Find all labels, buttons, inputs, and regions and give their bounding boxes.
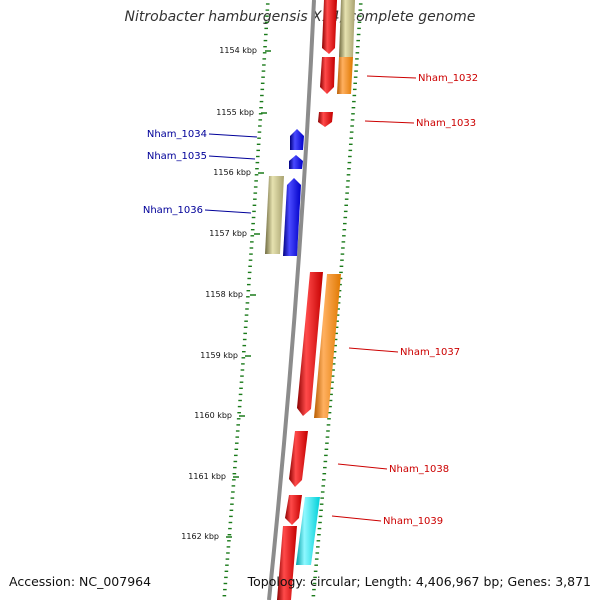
scale-label: 1156 kbp — [213, 168, 251, 177]
outer-tick-ring — [311, 3, 363, 597]
scale-1159: 1159 kbp — [200, 351, 251, 360]
svg-text:Nham_1032: Nham_1032 — [418, 73, 478, 84]
gene-label-nham-1036[interactable]: Nham_1036 — [143, 205, 252, 216]
scale-label: 1157 kbp — [209, 229, 247, 238]
scale-label: 1158 kbp — [205, 290, 243, 299]
svg-text:Nham_1038: Nham_1038 — [389, 464, 449, 475]
reverse-cds-feature[interactable] — [283, 178, 301, 256]
gene-label-nham-1032[interactable]: Nham_1032 — [366, 73, 478, 84]
forward-cds-feature[interactable] — [289, 431, 308, 487]
scale-1162: 1162 kbp — [181, 532, 232, 541]
scale-1157: 1157 kbp — [209, 229, 260, 238]
forward-gene-feature[interactable] — [339, 0, 355, 57]
forward-gene-feature[interactable] — [296, 497, 320, 565]
scale-1156: 1156 kbp — [213, 168, 264, 177]
scale-label: 1159 kbp — [200, 351, 238, 360]
gene-label-nham-1033[interactable]: Nham_1033 — [364, 118, 476, 129]
forward-cds-feature[interactable] — [297, 272, 323, 416]
forward-gene-feature[interactable] — [337, 57, 353, 94]
reverse-gene-feature[interactable] — [265, 176, 284, 254]
scale-1154: 1154 kbp — [219, 46, 271, 55]
svg-text:Nham_1035: Nham_1035 — [147, 151, 207, 162]
forward-cds-feature[interactable] — [320, 57, 335, 94]
map-title: Nitrobacter hamburgensis X14, complete g… — [124, 9, 476, 25]
svg-text:Nham_1037: Nham_1037 — [400, 347, 460, 358]
gene-label-nham-1038[interactable]: Nham_1038 — [337, 463, 449, 475]
scale-label: 1161 kbp — [188, 472, 226, 481]
backbone-circle — [267, 0, 316, 600]
gene-label-nham-1035[interactable]: Nham_1035 — [147, 151, 256, 162]
scale-label: 1160 kbp — [194, 411, 232, 420]
forward-cds-feature[interactable] — [322, 0, 337, 54]
svg-text:Nham_1036: Nham_1036 — [143, 205, 203, 216]
forward-cds-feature[interactable] — [318, 112, 333, 127]
gene-label-nham-1037[interactable]: Nham_1037 — [348, 347, 460, 358]
genome-summary-text: Topology: circular; Length: 4,406,967 bp… — [247, 574, 591, 589]
svg-text:Nham_1033: Nham_1033 — [416, 118, 476, 129]
svg-text:Nham_1034: Nham_1034 — [147, 129, 207, 140]
scale-1158: 1158 kbp — [205, 290, 256, 299]
forward-cds-feature[interactable] — [285, 495, 302, 525]
svg-text:Nham_1039: Nham_1039 — [383, 516, 443, 527]
scale-1155: 1155 kbp — [216, 108, 267, 117]
reverse-cds-feature[interactable] — [289, 155, 303, 169]
scale-1161: 1161 kbp — [188, 472, 239, 481]
forward-cds-feature[interactable] — [277, 526, 297, 600]
scale-label: 1162 kbp — [181, 532, 219, 541]
forward-gene-feature[interactable] — [314, 274, 341, 418]
scale-label: 1154 kbp — [219, 46, 257, 55]
scale-label: 1155 kbp — [216, 108, 254, 117]
scale-1160: 1160 kbp — [194, 411, 245, 420]
reverse-cds-feature[interactable] — [290, 129, 304, 150]
gene-label-nham-1034[interactable]: Nham_1034 — [147, 129, 258, 140]
accession-text: Accession: NC_007964 — [9, 574, 152, 589]
gene-label-nham-1039[interactable]: Nham_1039 — [331, 515, 443, 527]
inner-tick-ring — [222, 3, 270, 597]
